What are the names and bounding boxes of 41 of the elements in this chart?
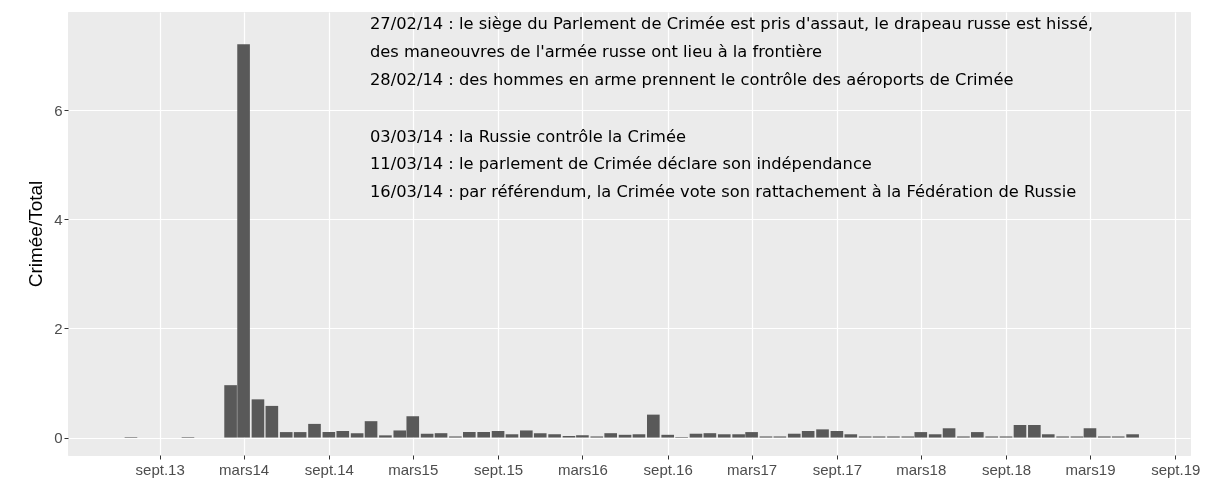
x-tick-label: sept.18 <box>981 460 1032 478</box>
annotation: 03/03/14 : la Russie contrôle la Crimée <box>370 127 686 146</box>
x-tick-label: mars19 <box>1065 460 1116 478</box>
bar <box>265 405 279 438</box>
bar <box>703 433 717 438</box>
bar <box>816 429 829 438</box>
annotation: des maneouvres de l'armée russe ont lieu à la frontière <box>370 42 823 61</box>
bar <box>350 433 364 438</box>
bar <box>491 431 505 438</box>
bar <box>251 399 265 438</box>
bar <box>942 428 956 438</box>
bar <box>364 421 378 438</box>
bar <box>618 434 632 438</box>
annotation: 28/02/14 : des hommes en arme prennent le contrôle des aéroports de Crimée <box>370 70 1014 89</box>
x-tick-label: sept.15 <box>473 460 524 478</box>
bar <box>308 423 321 438</box>
annotation: 27/02/14 : le siège du Parlement de Crimée est pris d'assaut, le drapeau russe est hissé, <box>370 14 1094 33</box>
bar <box>928 434 942 438</box>
y-tick-label: 0 <box>54 429 63 447</box>
bar <box>505 434 519 438</box>
annotation: 11/03/14 : le parlement de Crimée déclare son indépendance <box>370 154 872 173</box>
y-tick-label: 6 <box>54 101 63 119</box>
x-tick-label: mars14 <box>219 460 270 478</box>
annotation: 16/03/14 : par référendum, la Crimée vote son rattachement à la Fédération de Russie <box>370 182 1077 201</box>
x-tick-label: sept.14 <box>304 460 354 478</box>
bar <box>434 433 448 438</box>
y-axis-title: Crimée/Total <box>25 180 47 288</box>
x-tick-label: mars18 <box>896 460 947 478</box>
x-tick-label: mars17 <box>727 460 778 478</box>
y-tick-label: 4 <box>54 210 63 228</box>
bar <box>689 433 703 438</box>
x-tick-label: mars15 <box>388 460 439 478</box>
bar <box>1013 424 1027 438</box>
bar <box>632 434 646 438</box>
y-tick-label: 2 <box>54 319 63 337</box>
bar <box>420 433 434 438</box>
x-tick-label: sept.17 <box>812 460 862 478</box>
x-tick-label: sept.16 <box>643 460 693 478</box>
x-tick-label: sept.19 <box>1151 460 1201 478</box>
x-tick-label: mars16 <box>557 460 608 478</box>
x-tick-label: sept.13 <box>135 460 185 478</box>
